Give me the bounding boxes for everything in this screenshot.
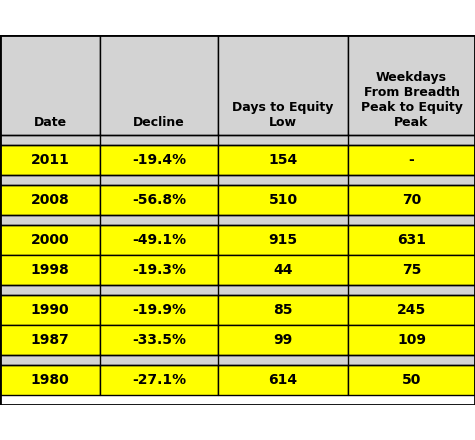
Bar bbox=[100, 35, 218, 135]
Bar bbox=[100, 225, 218, 255]
Bar bbox=[348, 365, 475, 395]
Bar bbox=[100, 325, 218, 355]
Text: 99: 99 bbox=[274, 333, 293, 347]
Text: 109: 109 bbox=[397, 333, 426, 347]
Text: 70: 70 bbox=[402, 193, 421, 207]
Bar bbox=[218, 365, 348, 395]
Text: 75: 75 bbox=[402, 263, 421, 277]
Text: 1980: 1980 bbox=[30, 373, 69, 387]
Text: -49.1%: -49.1% bbox=[132, 233, 186, 247]
Bar bbox=[0, 145, 100, 175]
Bar bbox=[218, 325, 348, 355]
Bar bbox=[348, 35, 475, 135]
Bar bbox=[218, 225, 348, 255]
Bar bbox=[218, 255, 348, 285]
Text: 44: 44 bbox=[273, 263, 293, 277]
Text: 85: 85 bbox=[273, 303, 293, 317]
Text: -19.3%: -19.3% bbox=[132, 263, 186, 277]
Text: 2011: 2011 bbox=[30, 153, 69, 167]
Bar bbox=[100, 365, 218, 395]
Text: -27.1%: -27.1% bbox=[132, 373, 186, 387]
Bar bbox=[218, 185, 348, 215]
Text: 245: 245 bbox=[397, 303, 426, 317]
Text: -19.9%: -19.9% bbox=[132, 303, 186, 317]
Bar bbox=[0, 295, 100, 325]
Bar bbox=[348, 185, 475, 215]
Bar bbox=[0, 135, 475, 145]
Bar bbox=[0, 365, 100, 395]
Bar bbox=[100, 185, 218, 215]
Text: -33.5%: -33.5% bbox=[132, 333, 186, 347]
Text: 2000: 2000 bbox=[31, 233, 69, 247]
Text: 510: 510 bbox=[268, 193, 297, 207]
Bar bbox=[348, 255, 475, 285]
Bar bbox=[348, 145, 475, 175]
Text: 1990: 1990 bbox=[31, 303, 69, 317]
Bar bbox=[0, 35, 100, 135]
Bar bbox=[348, 295, 475, 325]
Bar bbox=[218, 295, 348, 325]
Bar bbox=[0, 215, 475, 225]
Bar bbox=[100, 145, 218, 175]
Bar bbox=[0, 175, 475, 185]
Bar bbox=[0, 185, 100, 215]
Text: -56.8%: -56.8% bbox=[132, 193, 186, 207]
Bar bbox=[100, 255, 218, 285]
Text: Decline: Decline bbox=[133, 116, 185, 129]
Text: 1998: 1998 bbox=[30, 263, 69, 277]
Text: Weekdays
From Breadth
Peak to Equity
Peak: Weekdays From Breadth Peak to Equity Pea… bbox=[361, 71, 463, 129]
Text: 50: 50 bbox=[402, 373, 421, 387]
Bar bbox=[348, 225, 475, 255]
Text: 1987: 1987 bbox=[30, 333, 69, 347]
Text: 915: 915 bbox=[268, 233, 297, 247]
Text: -: - bbox=[408, 153, 414, 167]
Text: Days to Equity
Low: Days to Equity Low bbox=[232, 101, 333, 129]
Text: 154: 154 bbox=[268, 153, 298, 167]
Text: 2008: 2008 bbox=[30, 193, 69, 207]
Bar bbox=[218, 35, 348, 135]
Bar bbox=[100, 295, 218, 325]
Text: -19.4%: -19.4% bbox=[132, 153, 186, 167]
Text: 631: 631 bbox=[397, 233, 426, 247]
Bar bbox=[0, 285, 475, 295]
Text: Date: Date bbox=[33, 116, 66, 129]
Bar bbox=[218, 145, 348, 175]
Bar bbox=[0, 325, 100, 355]
Bar bbox=[0, 355, 475, 365]
Bar bbox=[348, 325, 475, 355]
Bar bbox=[0, 255, 100, 285]
Text: 614: 614 bbox=[268, 373, 297, 387]
Bar bbox=[0, 225, 100, 255]
